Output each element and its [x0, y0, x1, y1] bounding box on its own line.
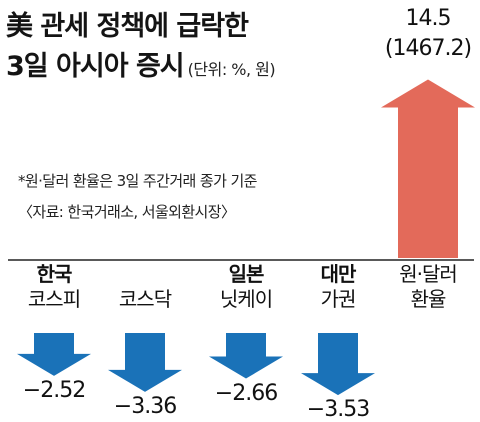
category-label-4: 원·달러 환율: [380, 262, 476, 312]
category-label-regular-2: 닛케이: [219, 287, 273, 311]
value-label-0: −2.52: [22, 377, 86, 403]
bar-down-arrow-1: [108, 333, 182, 392]
category-label-3: 대만 가권: [290, 262, 386, 312]
bar-down-arrow-0: [17, 333, 91, 376]
category-label-regular-4-1: 환율: [410, 287, 447, 311]
category-label-strong-0: 한국: [36, 262, 73, 286]
category-label-regular-0: 코스피: [27, 287, 81, 311]
category-label-strong-2: 일본: [228, 262, 265, 286]
fx-basis-note: *원·달러 환율은 3일 주간거래 종가 기준: [18, 172, 257, 190]
source-note: 〈자료: 한국거래소, 서울외환시장〉: [18, 203, 236, 221]
category-label-regular-1: 코스닥: [118, 287, 172, 311]
chart-svg: [8, 79, 475, 396]
category-label-0: 한국 코스피: [6, 262, 102, 312]
fx-level-label: (1467.2): [384, 36, 472, 61]
value-label-4: 14.5: [405, 6, 452, 31]
value-label-2: −2.66: [214, 380, 278, 406]
bar-up-arrow-4: [381, 79, 475, 258]
bar-down-arrow-3: [301, 333, 375, 396]
chart-figure: 美 관세 정책에 급락한 3일 아시아 증시 (단위: %, 원) *원·달러 환…: [6, 6, 476, 422]
value-label-3: −3.53: [306, 397, 370, 422]
chart-title-line-2: 3일 아시아 증시 (단위: %, 원): [6, 44, 276, 83]
category-label-regular-3: 가권: [320, 287, 357, 311]
category-label-strong-3: 대만: [320, 262, 357, 286]
unit-note: (단위: %, 원): [187, 60, 276, 79]
value-label-1: −3.36: [113, 393, 177, 419]
category-label-2: 일본 닛케이: [198, 262, 294, 312]
bar-down-arrow-2: [209, 333, 283, 379]
category-label-1: 코스닥: [97, 287, 193, 312]
chart-title-line-1: 美 관세 정책에 급락한: [6, 11, 249, 42]
chart-title-line-2-text: 3일 아시아 증시: [6, 51, 185, 82]
category-label-regular-4-0: 원·달러: [399, 262, 458, 286]
